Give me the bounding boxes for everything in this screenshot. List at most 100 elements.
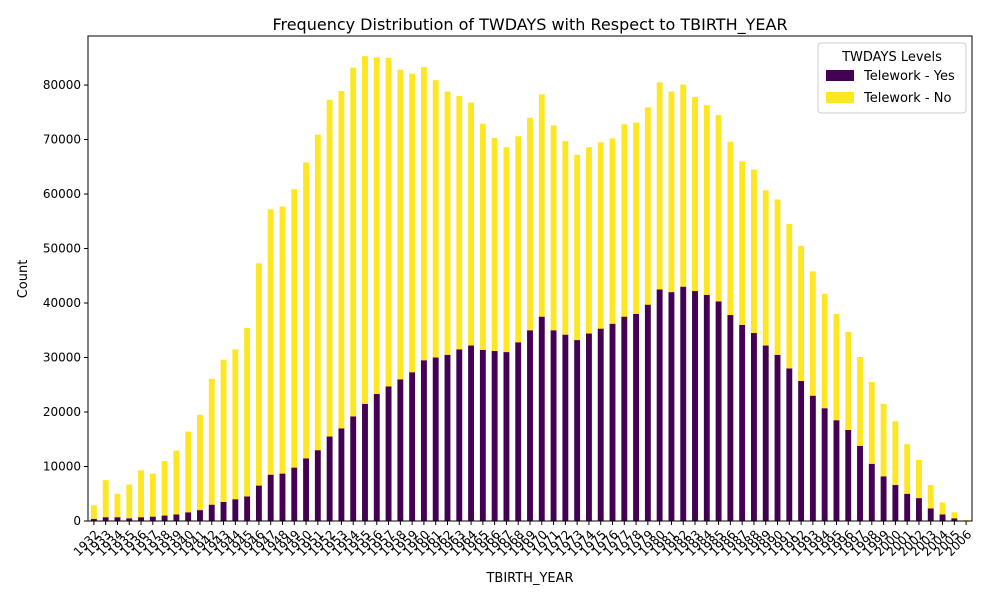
bar-no-1986: [727, 141, 734, 316]
bar-yes-1942: [208, 504, 215, 521]
bar-yes-1965: [479, 349, 486, 521]
bar-no-1993: [809, 271, 816, 396]
bar-no-1990: [774, 199, 781, 355]
bar-no-1961: [432, 80, 439, 358]
bar-no-1965: [479, 123, 486, 350]
bar-no-1932: [90, 505, 97, 519]
y-tick-label: 10000: [43, 460, 81, 474]
bar-yes-1950: [303, 458, 309, 521]
legend-title: TWDAYS Levels: [841, 50, 942, 65]
bar-no-1996: [845, 331, 852, 430]
bar-no-1941: [197, 414, 203, 511]
bar-yes-1987: [739, 324, 746, 521]
bar-no-1977: [621, 124, 628, 317]
bar-no-1974: [585, 147, 592, 334]
bar-yes-1940: [185, 512, 192, 521]
bar-yes-1961: [432, 357, 439, 521]
bar-no-1983: [692, 97, 698, 292]
bar-no-1945: [244, 328, 251, 497]
bar-yes-1977: [621, 316, 628, 521]
bar-no-1967: [503, 147, 510, 353]
bar-yes-1972: [562, 334, 569, 521]
bar-yes-1999: [880, 476, 887, 521]
bar-no-1953: [338, 91, 345, 429]
bar-yes-1993: [809, 395, 816, 521]
bar-yes-1946: [255, 485, 262, 521]
bar-yes-1955: [362, 403, 368, 521]
bar-no-1956: [373, 57, 380, 395]
bar-no-1971: [550, 125, 557, 331]
bars-group: [90, 56, 970, 521]
bar-yes-1962: [444, 354, 451, 521]
bar-yes-1975: [597, 328, 604, 521]
bar-yes-1952: [326, 436, 333, 521]
bar-no-1950: [303, 162, 309, 459]
bar-yes-1982: [680, 286, 687, 521]
bar-no-1940: [185, 431, 192, 513]
bar-yes-1996: [845, 429, 852, 521]
bar-yes-1976: [609, 323, 616, 521]
bar-no-1989: [762, 190, 769, 346]
bar-no-2001: [904, 444, 911, 494]
bar-no-1948: [279, 206, 286, 474]
bar-yes-1963: [456, 349, 463, 521]
bar-no-1933: [102, 480, 109, 518]
bar-no-1984: [703, 105, 710, 295]
bar-no-1994: [821, 293, 828, 409]
bar-yes-1936: [138, 517, 144, 521]
bar-no-1959: [409, 73, 416, 373]
bar-no-2006: [963, 519, 970, 521]
bar-no-1935: [126, 484, 133, 519]
bar-no-1938: [161, 461, 168, 516]
bar-yes-2000: [892, 485, 899, 521]
bar-yes-1960: [420, 360, 427, 521]
bar-no-1973: [574, 154, 581, 341]
bar-no-1962: [444, 91, 451, 355]
bar-no-1978: [633, 122, 640, 314]
bar-yes-1992: [798, 380, 805, 521]
x-axis: 1932193319341935193619371938193919401941…: [71, 521, 974, 559]
bar-no-1988: [751, 169, 757, 333]
bar-no-1982: [680, 84, 687, 287]
bar-yes-1979: [644, 304, 651, 521]
legend-label-yes: Telework - Yes: [863, 69, 955, 84]
bar-yes-2005: [951, 518, 958, 521]
bar-yes-1981: [668, 292, 675, 521]
bar-no-1995: [833, 313, 840, 421]
bar-no-1958: [397, 69, 404, 380]
bar-yes-1968: [515, 342, 522, 521]
bar-no-2000: [892, 421, 899, 486]
bar-no-1980: [656, 82, 663, 290]
bar-no-1968: [515, 136, 522, 343]
bar-yes-2001: [904, 493, 911, 521]
bar-no-1946: [255, 263, 262, 486]
legend-label-no: Telework - No: [863, 91, 951, 106]
bar-no-1957: [385, 57, 392, 387]
bar-no-1943: [220, 359, 227, 502]
bar-yes-1985: [715, 301, 722, 521]
bar-yes-1943: [220, 501, 227, 521]
bar-no-2004: [939, 502, 946, 515]
bar-no-1949: [291, 189, 298, 468]
bar-no-1998: [868, 382, 875, 464]
bar-no-1970: [538, 94, 545, 317]
bar-yes-1998: [868, 463, 875, 521]
bar-yes-1947: [267, 474, 274, 521]
bar-no-1981: [668, 91, 675, 293]
bar-yes-1945: [244, 496, 251, 521]
bar-yes-1937: [149, 516, 156, 521]
bar-yes-1932: [90, 518, 97, 521]
plot-frame: [87, 35, 973, 522]
bar-no-1966: [491, 137, 498, 351]
bar-yes-1988: [751, 332, 757, 521]
y-tick-label: 40000: [43, 296, 81, 310]
legend-box: [817, 42, 967, 114]
bar-yes-1938: [161, 515, 168, 521]
bar-no-2003: [927, 485, 934, 509]
bar-yes-1935: [126, 518, 133, 521]
bar-no-1955: [362, 56, 368, 404]
bar-no-1999: [880, 403, 887, 477]
bar-yes-1966: [491, 350, 498, 521]
bar-no-1976: [609, 138, 616, 324]
bar-no-2002: [916, 459, 922, 499]
